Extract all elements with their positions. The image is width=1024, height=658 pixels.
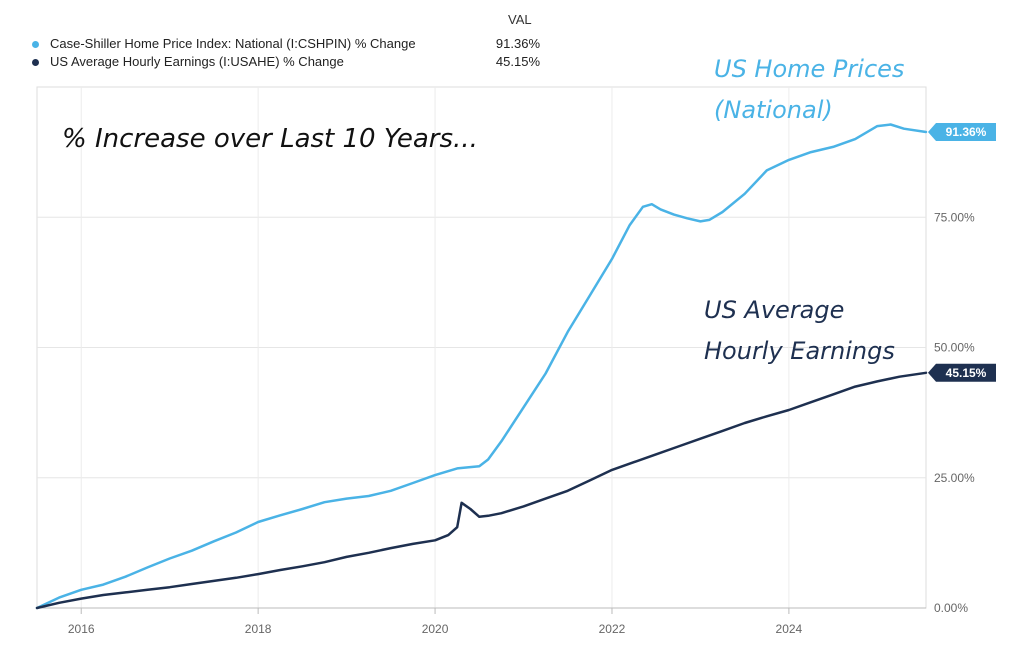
x-tick-label: 2018 xyxy=(245,622,272,636)
legend-item-name: Case-Shiller Home Price Index: National … xyxy=(50,36,416,51)
end-label-badge xyxy=(928,363,996,382)
home-price-line xyxy=(35,123,928,610)
x-tick-label: 2020 xyxy=(422,622,449,636)
x-tick-label: 2024 xyxy=(776,622,803,636)
legend-item-home-prices[interactable]: Case-Shiller Home Price Index: National … xyxy=(30,36,540,54)
series-lines xyxy=(35,123,928,610)
chart-title: % Increase over Last 10 Years... xyxy=(62,124,478,154)
end-value-label: 45.15% xyxy=(946,366,987,380)
legend-item-name: US Average Hourly Earnings (I:USAHE) % C… xyxy=(50,54,344,69)
legend-marker-icon xyxy=(32,59,39,66)
end-label-badge xyxy=(928,123,996,142)
y-tick-label: 50.00% xyxy=(934,341,975,355)
end-value-label: 91.36% xyxy=(946,125,987,139)
legend-item-value: 91.36% xyxy=(495,36,540,51)
x-axis: 2016 2018 2020 2022 2024 xyxy=(37,607,926,636)
legend-item-hourly-earnings[interactable]: US Average Hourly Earnings (I:USAHE) % C… xyxy=(30,54,540,72)
legend-value-header: VAL xyxy=(508,12,532,27)
hourly-earnings-line xyxy=(35,371,928,610)
y-axis: 0.00% 25.00% 50.00% 75.00% xyxy=(934,210,975,615)
annotation-us-average: US Average xyxy=(704,296,844,324)
legend-marker-icon xyxy=(32,41,39,48)
end-value-labels: 91.36% 45.15% xyxy=(928,123,996,382)
y-tick-label: 0.00% xyxy=(934,601,968,615)
x-tick-label: 2022 xyxy=(599,622,626,636)
legend-item-value: 45.15% xyxy=(495,54,540,69)
annotation-national: (National) xyxy=(714,96,833,124)
x-tick-label: 2016 xyxy=(68,622,95,636)
y-tick-label: 25.00% xyxy=(934,471,975,485)
annotation-hourly-earnings: Hourly Earnings xyxy=(704,337,895,365)
annotation-home-prices: US Home Prices xyxy=(714,55,904,83)
y-tick-label: 75.00% xyxy=(934,210,975,224)
